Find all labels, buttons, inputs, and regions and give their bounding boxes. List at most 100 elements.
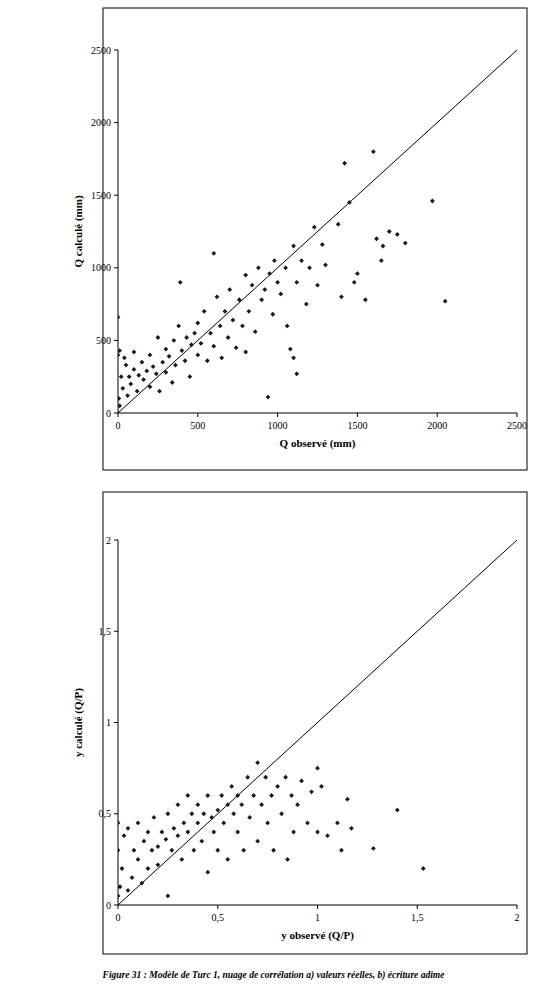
y-tick-label: 1000	[91, 262, 111, 273]
y-tick-label: 2500	[91, 45, 111, 56]
point	[271, 848, 276, 853]
x-tick-label: 2000	[427, 420, 447, 431]
point	[272, 258, 277, 263]
point	[269, 793, 274, 798]
point	[165, 893, 170, 898]
point	[154, 371, 159, 376]
x-tick	[417, 905, 418, 909]
point	[363, 297, 368, 302]
point	[152, 815, 157, 820]
point	[128, 382, 133, 387]
point	[288, 347, 293, 352]
x-tick	[217, 905, 218, 909]
point	[295, 802, 300, 807]
point	[205, 358, 210, 363]
point	[122, 833, 127, 838]
point	[339, 848, 344, 853]
chart-frame	[103, 492, 527, 954]
point	[234, 345, 239, 350]
point	[195, 353, 200, 358]
point	[227, 287, 232, 292]
plot-area	[118, 50, 517, 413]
point	[345, 797, 350, 802]
point	[229, 784, 234, 789]
point	[181, 820, 186, 825]
y-tick-label: 0	[106, 900, 111, 911]
point	[185, 793, 190, 798]
point	[240, 323, 245, 328]
point	[347, 200, 352, 205]
y-tick-label: 1	[106, 717, 111, 728]
point	[355, 271, 360, 276]
point	[339, 294, 344, 299]
point	[225, 857, 230, 862]
point	[291, 830, 296, 835]
point	[126, 888, 131, 893]
point	[278, 292, 283, 297]
point	[253, 329, 258, 334]
point	[262, 287, 267, 292]
point	[275, 280, 280, 285]
point	[118, 348, 122, 353]
point	[163, 370, 168, 375]
y-tick-label: 0	[106, 408, 111, 419]
x-tick-label: 1000	[268, 420, 288, 431]
point	[118, 893, 120, 898]
point	[136, 373, 141, 378]
y-tick-label: 1500	[91, 190, 111, 201]
point	[118, 353, 120, 358]
point	[245, 775, 250, 780]
point	[202, 309, 207, 314]
point	[140, 881, 145, 886]
point	[283, 775, 288, 780]
point	[320, 242, 325, 247]
y-tick-label: 500	[96, 335, 111, 346]
y-tick	[114, 905, 118, 906]
point	[421, 866, 426, 871]
point	[218, 323, 223, 328]
point	[146, 866, 151, 871]
point	[136, 857, 141, 862]
point	[256, 265, 261, 270]
caption: Figure 31 : Modèle de Turc 1, nuage de c…	[102, 970, 446, 981]
x-tick-label: 1	[315, 912, 320, 923]
point	[270, 312, 275, 317]
point	[283, 265, 288, 270]
point	[126, 826, 131, 831]
point	[195, 321, 200, 326]
x-tick	[517, 413, 518, 417]
point	[255, 760, 260, 765]
y-tick	[114, 631, 118, 632]
point	[265, 820, 270, 825]
y-tick	[114, 122, 118, 123]
point	[142, 839, 147, 844]
point	[209, 815, 214, 820]
y-tick	[114, 50, 118, 51]
point	[263, 775, 268, 780]
point	[163, 837, 168, 842]
x-tick-label: 0,5	[212, 912, 225, 923]
point	[221, 820, 226, 825]
point	[199, 839, 204, 844]
point	[141, 377, 146, 382]
x-tick-label: 500	[190, 420, 205, 431]
point	[189, 342, 194, 347]
x-tick	[277, 413, 278, 417]
point	[259, 297, 264, 302]
point	[255, 839, 260, 844]
point	[215, 294, 220, 299]
point	[267, 271, 272, 276]
point	[294, 371, 299, 376]
point	[342, 161, 347, 166]
point	[259, 802, 264, 807]
point	[219, 355, 224, 360]
y-axis-label: Q calculé (mm)	[72, 195, 85, 267]
point	[312, 225, 317, 230]
point	[175, 802, 180, 807]
point	[171, 338, 176, 343]
point	[319, 784, 324, 789]
y-tick-label: 1,5	[99, 626, 112, 637]
point	[335, 820, 340, 825]
point	[124, 363, 129, 368]
point	[304, 302, 309, 307]
